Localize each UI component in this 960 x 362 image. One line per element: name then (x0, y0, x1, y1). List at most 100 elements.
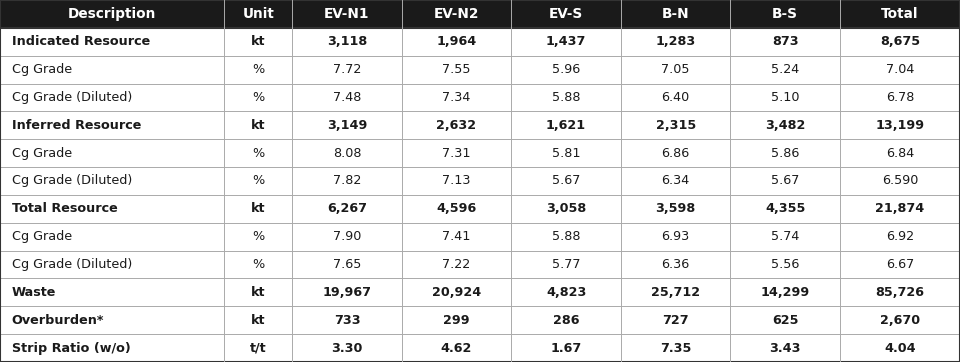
Text: 5.96: 5.96 (552, 63, 580, 76)
Text: Cg Grade: Cg Grade (12, 147, 72, 160)
Bar (621, 167, 731, 195)
Bar (225, 56, 292, 84)
Bar (621, 306, 731, 334)
Bar (225, 28, 292, 56)
Bar (401, 278, 512, 306)
Text: 5.56: 5.56 (771, 258, 800, 271)
Text: 6.84: 6.84 (886, 147, 914, 160)
Text: 2,315: 2,315 (656, 119, 696, 132)
Text: 7.65: 7.65 (333, 258, 361, 271)
Text: 5.81: 5.81 (552, 147, 581, 160)
Text: 4,823: 4,823 (546, 286, 587, 299)
Bar (292, 195, 401, 223)
Text: 19,967: 19,967 (323, 286, 372, 299)
Text: %: % (252, 91, 264, 104)
Bar (292, 28, 401, 56)
Text: 3,598: 3,598 (656, 202, 696, 215)
Text: kt: kt (251, 286, 266, 299)
Text: 5.86: 5.86 (771, 147, 800, 160)
Bar (225, 306, 292, 334)
Bar (225, 84, 292, 111)
Text: 7.72: 7.72 (333, 63, 361, 76)
Bar (621, 56, 731, 84)
Bar (292, 278, 401, 306)
Text: %: % (252, 230, 264, 243)
Bar (840, 139, 960, 167)
Text: %: % (252, 147, 264, 160)
Text: 6.67: 6.67 (886, 258, 914, 271)
Bar (292, 334, 401, 362)
Bar (0, 223, 225, 251)
Text: 13,199: 13,199 (876, 119, 924, 132)
Bar (731, 111, 840, 139)
Bar (840, 334, 960, 362)
Text: 3,118: 3,118 (326, 35, 367, 48)
Text: 6.86: 6.86 (661, 147, 690, 160)
Bar (731, 139, 840, 167)
Text: Unit: Unit (242, 7, 275, 21)
Text: kt: kt (251, 202, 266, 215)
Text: 7.34: 7.34 (443, 91, 470, 104)
Text: 7.05: 7.05 (661, 63, 690, 76)
Bar (731, 0, 840, 28)
Text: 6.40: 6.40 (661, 91, 690, 104)
Text: 5.88: 5.88 (552, 91, 581, 104)
Bar (0, 0, 225, 28)
Bar (731, 84, 840, 111)
Text: Inferred Resource: Inferred Resource (12, 119, 141, 132)
Bar (292, 139, 401, 167)
Bar (621, 334, 731, 362)
Text: Waste: Waste (12, 286, 56, 299)
Bar (292, 84, 401, 111)
Text: 20,924: 20,924 (432, 286, 481, 299)
Bar (0, 251, 225, 278)
Bar (512, 251, 621, 278)
Bar (401, 28, 512, 56)
Bar (621, 195, 731, 223)
Bar (401, 84, 512, 111)
Text: 3.43: 3.43 (770, 342, 801, 354)
Bar (731, 306, 840, 334)
Bar (512, 0, 621, 28)
Bar (401, 251, 512, 278)
Bar (0, 139, 225, 167)
Bar (621, 251, 731, 278)
Text: Cg Grade: Cg Grade (12, 63, 72, 76)
Text: 14,299: 14,299 (760, 286, 810, 299)
Text: 4,596: 4,596 (437, 202, 477, 215)
Bar (0, 195, 225, 223)
Bar (292, 251, 401, 278)
Bar (840, 223, 960, 251)
Text: 7.82: 7.82 (333, 174, 361, 188)
Bar (512, 195, 621, 223)
Text: B-N: B-N (661, 7, 689, 21)
Bar (292, 56, 401, 84)
Bar (292, 306, 401, 334)
Bar (731, 251, 840, 278)
Bar (0, 167, 225, 195)
Bar (512, 167, 621, 195)
Bar (621, 139, 731, 167)
Text: 4.62: 4.62 (441, 342, 472, 354)
Text: kt: kt (251, 119, 266, 132)
Bar (225, 334, 292, 362)
Text: Strip Ratio (w/o): Strip Ratio (w/o) (12, 342, 131, 354)
Bar (840, 251, 960, 278)
Bar (401, 139, 512, 167)
Bar (731, 195, 840, 223)
Text: 2,632: 2,632 (437, 119, 476, 132)
Bar (225, 278, 292, 306)
Text: 1,621: 1,621 (546, 119, 587, 132)
Text: Total: Total (881, 7, 919, 21)
Bar (0, 111, 225, 139)
Text: 2,670: 2,670 (880, 314, 920, 327)
Text: 7.41: 7.41 (443, 230, 470, 243)
Bar (731, 167, 840, 195)
Text: 7.35: 7.35 (660, 342, 691, 354)
Bar (401, 306, 512, 334)
Bar (731, 56, 840, 84)
Text: 299: 299 (444, 314, 469, 327)
Text: 4.04: 4.04 (884, 342, 916, 354)
Text: 6,267: 6,267 (327, 202, 367, 215)
Text: 21,874: 21,874 (876, 202, 924, 215)
